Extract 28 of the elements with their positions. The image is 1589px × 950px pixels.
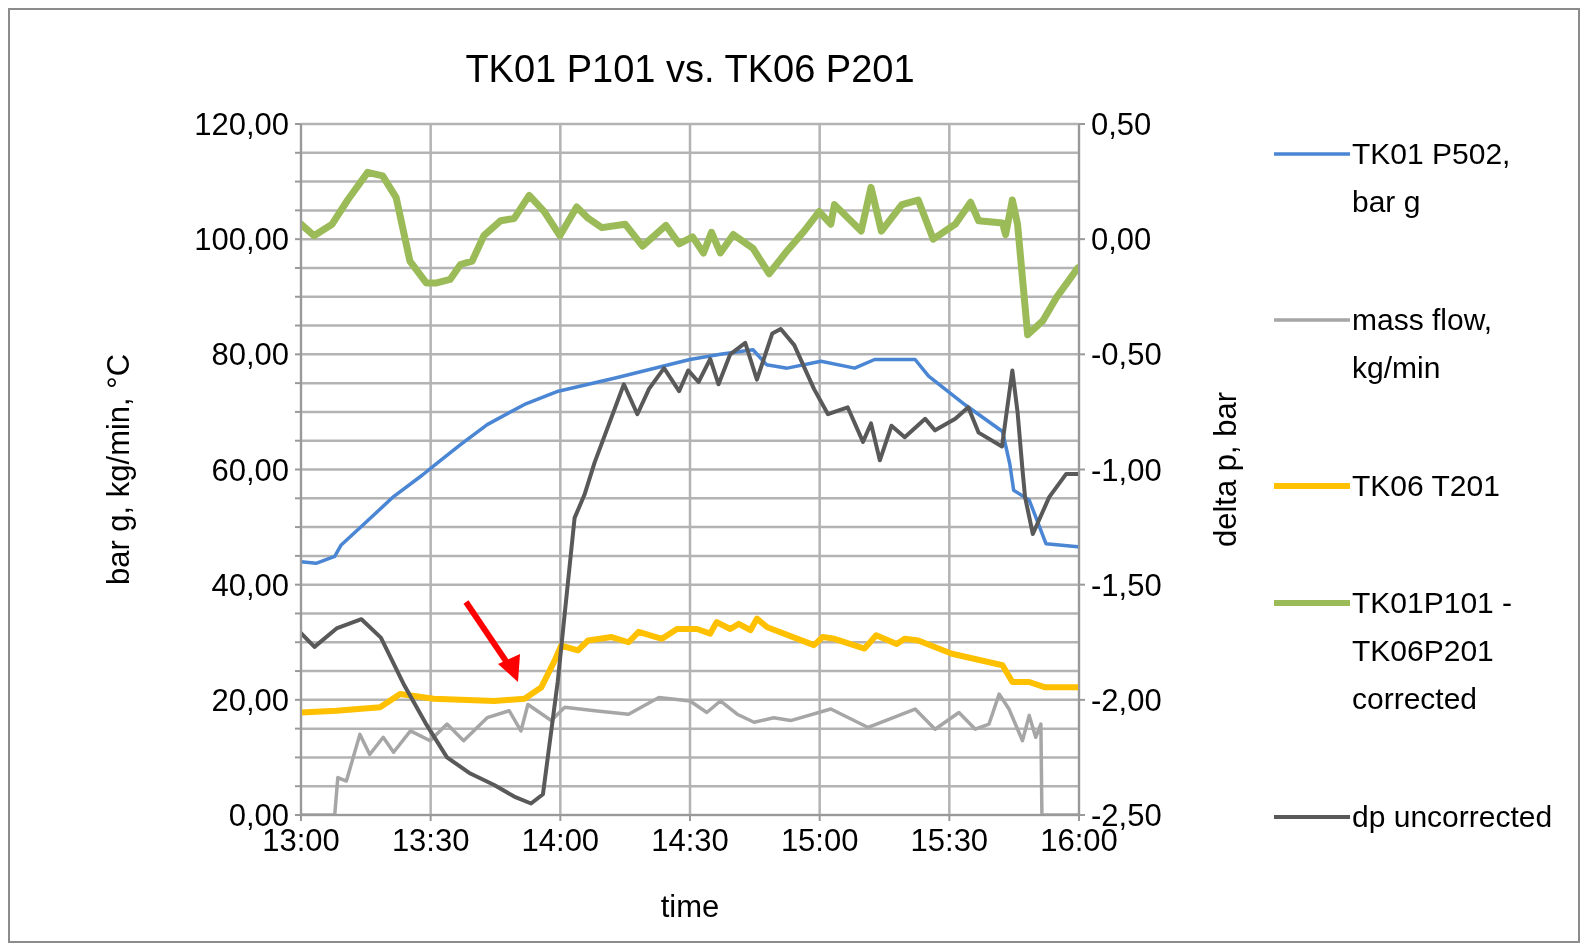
- y2-tick-label: 0,50: [1091, 107, 1152, 143]
- y-tick-label: 80,00: [211, 337, 289, 373]
- y-tick-label: 100,00: [194, 222, 289, 258]
- y-tick-label: 20,00: [211, 682, 289, 718]
- line-series: [301, 327, 1079, 806]
- y2-tick-label: 0,00: [1091, 222, 1152, 258]
- legend-label: TK06 T201: [1352, 467, 1501, 504]
- y2-tick-label: -1,50: [1091, 567, 1162, 603]
- y-tick-label: 120,00: [194, 107, 289, 143]
- y-tick-label: 60,00: [211, 452, 289, 488]
- chart-title: TK01 P101 vs. TK06 P201: [464, 48, 916, 91]
- x-tick-label: 15:00: [780, 823, 859, 859]
- legend-label: mass flow, kg/min: [1352, 301, 1494, 386]
- y-tick-label: 40,00: [211, 567, 289, 603]
- y2-tick-label: -2,00: [1091, 682, 1162, 718]
- legend-label: dp uncorrected: [1352, 799, 1554, 835]
- x-tick-label: 14:30: [651, 823, 729, 859]
- y2-tick-label: -0,50: [1091, 337, 1162, 373]
- line-series: [301, 347, 1079, 566]
- legend-label: TK01P101 - TK06P201 corrected: [1352, 585, 1514, 718]
- x-tick-label: 13:30: [391, 823, 470, 859]
- y2-axis-title: delta p, bar: [1208, 391, 1244, 548]
- y2-tick-label: -1,00: [1091, 452, 1162, 488]
- legend-label: TK01 P502, bar g: [1352, 136, 1512, 220]
- x-tick-label: 15:30: [910, 823, 989, 859]
- y-axis-title: bar g, kg/min, °C: [101, 353, 137, 586]
- x-tick-label: 14:00: [521, 823, 600, 859]
- x-axis-title: time: [660, 889, 720, 924]
